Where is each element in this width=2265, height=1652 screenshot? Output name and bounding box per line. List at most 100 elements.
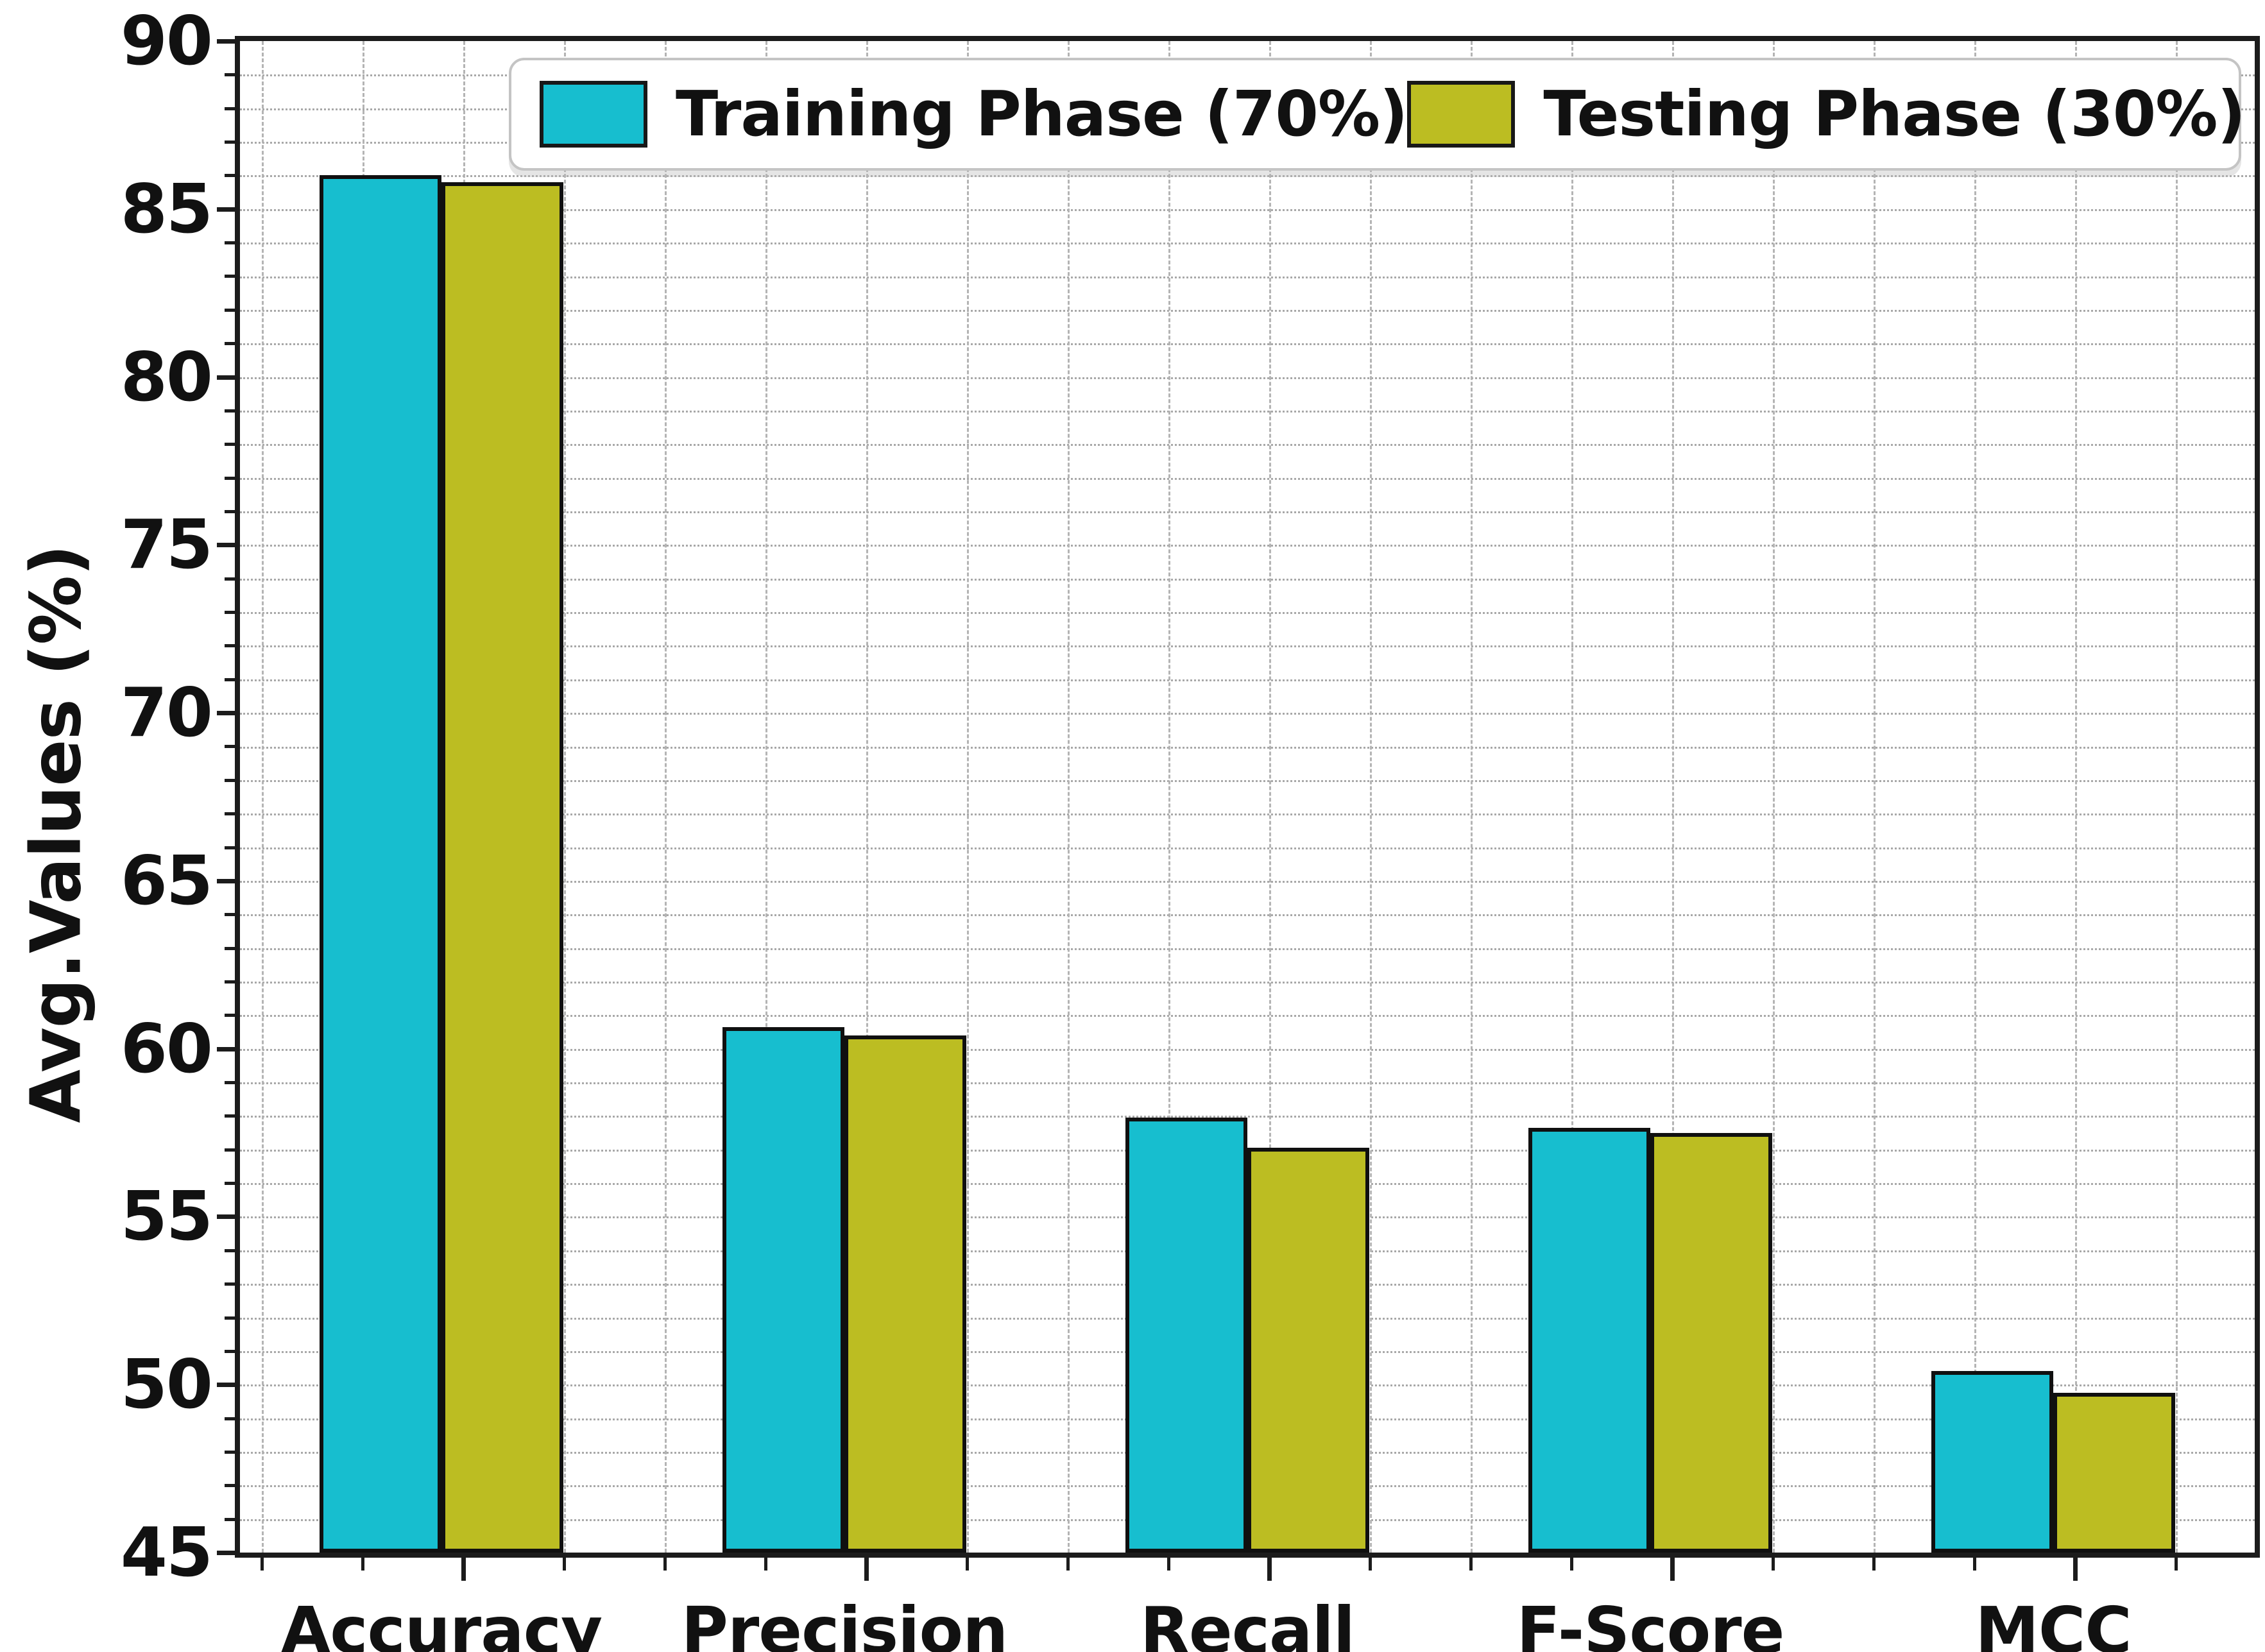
horizontal-gridline [240,477,2255,480]
vertical-gridline [967,41,969,1553]
x-minor-tick [261,1558,264,1571]
horizontal-gridline [240,914,2255,917]
y-minor-tick [225,174,236,178]
y-minor-tick [225,275,236,278]
horizontal-gridline [240,511,2255,513]
vertical-gridline [2075,41,2077,1553]
legend-label-testing: Testing Phase (30%) [1543,78,2245,150]
y-tick-label: 75 [120,506,213,584]
horizontal-gridline [240,713,2255,715]
y-minor-tick [225,509,236,513]
y-tick-label: 55 [120,1177,213,1256]
horizontal-gridline [240,746,2255,749]
y-major-tick [217,543,236,548]
legend-item-testing: Testing Phase (30%) [1407,78,2246,150]
y-minor-tick [225,846,236,849]
horizontal-gridline [240,175,2255,178]
bar-testing-recall [1247,1148,1369,1553]
x-minor-tick [563,1558,566,1571]
x-minor-tick [361,1558,364,1571]
y-minor-tick [225,1316,236,1320]
x-major-tick [1670,1558,1675,1581]
bar-testing-mcc [2053,1393,2175,1553]
y-minor-tick [225,577,236,581]
bar-training-recall [1125,1118,1247,1553]
vertical-gridline [262,41,264,1553]
vertical-gridline [2176,41,2178,1553]
y-major-tick [217,1551,236,1555]
vertical-gridline [866,41,868,1553]
training-swatch-icon [540,81,647,148]
y-minor-tick [225,677,236,681]
y-minor-tick [225,1484,236,1488]
vertical-gridline [1471,41,1473,1553]
y-minor-tick [225,1450,236,1454]
horizontal-gridline [240,779,2255,782]
y-minor-tick [225,308,236,312]
bar-testing-accuracy [441,182,563,1553]
y-minor-tick [225,1517,236,1521]
x-minor-tick [1369,1558,1372,1571]
x-major-tick [1267,1558,1272,1581]
horizontal-gridline [240,343,2255,346]
vertical-gridline [564,41,566,1553]
x-major-tick [864,1558,869,1581]
y-major-tick [217,878,236,883]
x-minor-tick [1469,1558,1473,1571]
y-minor-tick [225,1349,236,1353]
y-minor-tick [225,980,236,984]
horizontal-gridline [240,444,2255,447]
y-minor-tick [225,946,236,950]
x-tick-label: Precision [681,1593,1009,1652]
y-minor-tick [225,476,236,480]
vertical-gridline [1269,41,1271,1553]
horizontal-gridline [240,309,2255,312]
x-tick-label: MCC [1975,1593,2132,1652]
bar-training-f-score [1528,1127,1650,1553]
horizontal-gridline [240,813,2255,816]
x-minor-tick [1772,1558,1775,1571]
y-minor-tick [225,443,236,447]
x-minor-tick [663,1558,667,1571]
bar-training-accuracy [320,175,441,1553]
horizontal-gridline [240,1082,2255,1084]
horizontal-gridline [240,209,2255,211]
y-minor-tick [225,1282,236,1286]
y-minor-tick [225,106,236,110]
y-major-tick [217,1383,236,1388]
y-major-tick [217,375,236,380]
y-minor-tick [225,913,236,917]
horizontal-gridline [240,545,2255,547]
bar-testing-precision [844,1035,966,1553]
y-tick-label: 70 [120,674,213,753]
y-minor-tick [225,745,236,749]
y-major-tick [217,39,236,44]
y-minor-tick [225,1182,236,1186]
horizontal-gridline [240,1015,2255,1018]
vertical-gridline [1168,41,1170,1553]
vertical-gridline [765,41,767,1553]
y-minor-tick [225,409,236,413]
horizontal-gridline [240,1048,2255,1051]
legend: Training Phase (70%) Testing Phase (30%) [509,58,2246,171]
y-tick-label: 65 [120,841,213,920]
x-tick-label: Recall [1140,1593,1355,1652]
vertical-gridline [1773,41,1775,1553]
y-minor-tick [225,141,236,144]
x-minor-tick [1167,1558,1170,1571]
x-tick-label: F-Score [1516,1593,1785,1652]
y-tick-label: 50 [120,1345,213,1424]
x-minor-tick [2175,1558,2178,1571]
x-minor-tick [1570,1558,1573,1571]
horizontal-gridline [240,377,2255,379]
vertical-gridline [1874,41,1876,1553]
vertical-gridline [1370,41,1372,1553]
y-minor-tick [225,644,236,648]
vertical-gridline [1974,41,1976,1553]
x-minor-tick [966,1558,969,1571]
y-tick-label: 90 [120,2,213,80]
y-major-tick [217,207,236,212]
horizontal-gridline [240,880,2255,883]
horizontal-gridline [240,847,2255,849]
